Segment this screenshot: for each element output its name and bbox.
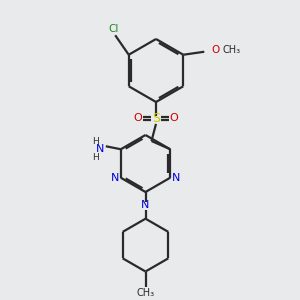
Text: H: H — [92, 153, 99, 162]
Text: O: O — [134, 113, 142, 124]
Text: CH₃: CH₃ — [136, 288, 154, 298]
Text: CH₃: CH₃ — [223, 45, 241, 55]
Text: H: H — [92, 137, 99, 146]
Text: N: N — [172, 173, 180, 183]
Text: O: O — [211, 45, 219, 55]
Text: S: S — [152, 112, 160, 125]
Text: N: N — [141, 200, 150, 210]
Text: O: O — [169, 113, 178, 124]
Text: N: N — [111, 173, 119, 183]
Text: N: N — [96, 144, 104, 154]
Text: Cl: Cl — [109, 24, 119, 34]
